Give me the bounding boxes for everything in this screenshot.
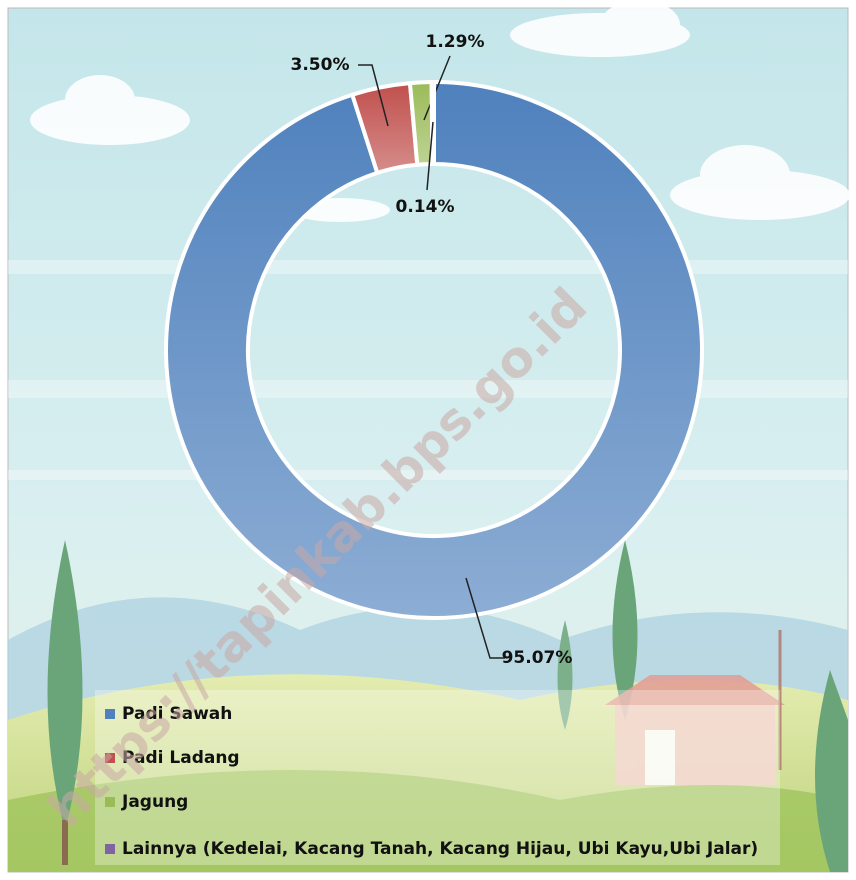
legend-label: Lainnya (Kedelai, Kacang Tanah, Kacang H… [122, 839, 758, 859]
leader-line [426, 121, 434, 191]
legend-swatch [105, 753, 115, 763]
slice-shade [409, 82, 433, 165]
legend-swatch [105, 709, 115, 719]
leader-line [358, 64, 389, 127]
data-label: 1.29% [426, 32, 485, 52]
legend-label: Jagung [121, 792, 188, 812]
legend-swatch [105, 797, 115, 807]
legend-swatch [105, 844, 115, 854]
data-label: 95.07% [502, 648, 573, 668]
legend: Padi Sawah Padi Ladang Jagung Lainnya (Kede… [105, 704, 758, 859]
data-label: 0.14% [396, 197, 455, 217]
legend-box [95, 690, 780, 865]
slice-shade [165, 82, 702, 618]
legend-label: Padi Ladang [122, 748, 240, 768]
leader-line [423, 55, 451, 121]
leader-line [465, 577, 505, 659]
slice-shade [352, 83, 418, 173]
data-label: 3.50% [291, 55, 350, 75]
legend-label: Padi Sawah [122, 704, 232, 724]
donut: 95.07% 3.50% 1.29% 0.14% [164, 32, 704, 668]
